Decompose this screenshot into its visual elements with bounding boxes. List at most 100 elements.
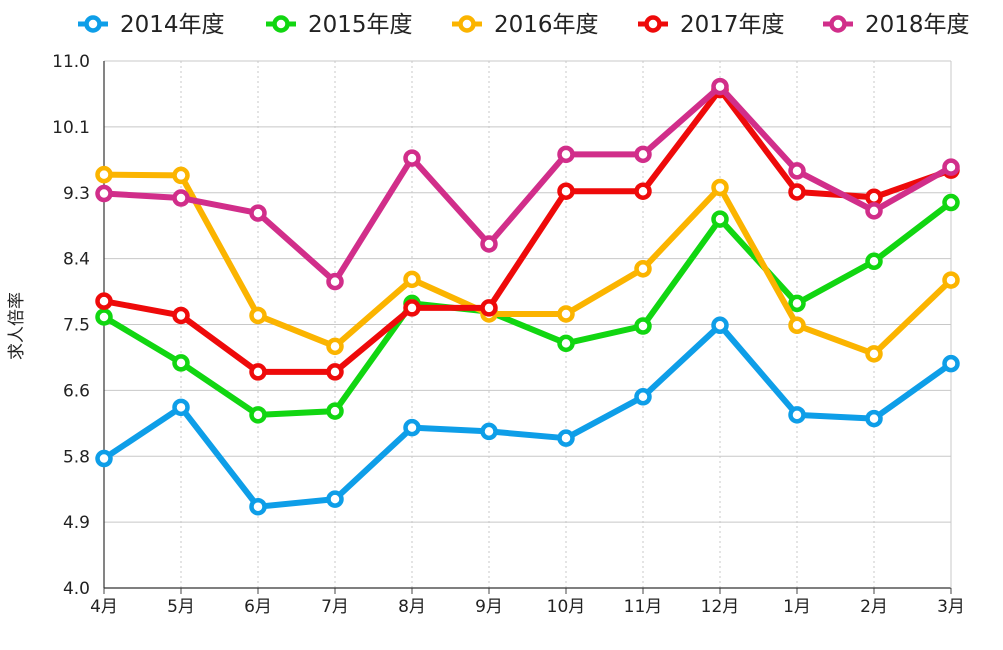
x-tick-label: 12月 <box>701 597 740 617</box>
data-point <box>557 182 575 200</box>
data-point <box>788 183 806 201</box>
legend: 2014年度 2015年度 2016年度 2017年度 2018年度 <box>78 12 970 38</box>
x-tick-label: 11月 <box>624 597 663 617</box>
data-point <box>249 497 267 516</box>
data-point <box>326 337 344 356</box>
series-line <box>101 83 954 285</box>
y-tick-label: 10.1 <box>52 118 90 138</box>
data-point <box>326 363 344 381</box>
y-tick-label: 9.3 <box>63 184 90 204</box>
data-point <box>634 388 652 406</box>
data-point <box>788 406 806 424</box>
legend-label: 2014年度 <box>120 12 225 38</box>
data-point <box>788 162 806 180</box>
legend-swatch-marker <box>829 15 847 33</box>
data-point <box>95 165 113 184</box>
series-line <box>101 199 954 418</box>
data-point <box>172 354 190 372</box>
legend-item: 2018年度 <box>823 12 970 38</box>
data-point <box>480 299 498 317</box>
data-point <box>865 188 883 207</box>
data-point <box>403 270 421 289</box>
series-lines <box>95 77 960 516</box>
data-point <box>634 182 652 200</box>
legend-item: 2014年度 <box>78 12 225 38</box>
data-point <box>95 449 113 468</box>
data-point <box>788 294 806 313</box>
y-tick-label: 11.0 <box>52 52 90 72</box>
y-tick-label: 4.9 <box>63 513 90 533</box>
y-tick-label: 4.0 <box>63 579 90 599</box>
data-point <box>557 305 575 323</box>
data-point <box>634 260 652 278</box>
data-point <box>865 409 883 428</box>
data-point <box>249 406 267 424</box>
x-tick-label: 1月 <box>783 597 811 617</box>
data-point <box>942 271 960 289</box>
y-tick-label: 5.8 <box>63 447 90 467</box>
y-tick-label: 7.5 <box>63 316 90 336</box>
data-point <box>403 418 421 437</box>
data-point <box>557 334 575 353</box>
data-point <box>326 272 344 291</box>
data-point <box>711 210 729 228</box>
y-axis-label: 求人倍率 <box>7 292 27 360</box>
data-point <box>172 189 190 207</box>
data-point <box>403 149 421 167</box>
data-point <box>480 422 498 441</box>
y-tick-label: 8.4 <box>63 250 90 270</box>
data-point <box>711 316 729 335</box>
data-point <box>172 306 190 325</box>
y-tick-label: 6.6 <box>63 381 90 401</box>
legend-item: 2016年度 <box>452 12 599 38</box>
series-line <box>101 322 954 510</box>
data-point <box>326 490 344 508</box>
data-point <box>865 202 883 220</box>
data-point <box>865 345 883 363</box>
x-tick-label: 6月 <box>244 597 272 617</box>
tick-labels: 4.0 4.9 5.8 6.6 7.5 8.4 9.3 10.1 11.0 4月 5月 6月 7月 8月 9… <box>52 52 965 617</box>
data-point <box>557 429 575 447</box>
x-tick-label: 8月 <box>398 597 426 617</box>
x-tick-label: 4月 <box>90 597 118 617</box>
legend-swatch-marker <box>272 15 290 33</box>
legend-label: 2018年度 <box>865 12 970 38</box>
data-point <box>865 252 883 271</box>
series-2 <box>95 193 960 424</box>
data-point <box>480 235 498 253</box>
x-tick-label: 5月 <box>167 597 195 617</box>
data-point <box>788 316 806 335</box>
x-tick-label: 9月 <box>475 597 503 617</box>
data-point <box>95 184 113 203</box>
data-point <box>711 178 729 197</box>
data-point <box>711 77 729 96</box>
data-point <box>95 292 113 310</box>
data-point <box>942 193 960 212</box>
legend-swatch-marker <box>84 15 102 33</box>
x-tick-label: 7月 <box>321 597 349 617</box>
data-point <box>172 166 190 185</box>
legend-label: 2017年度 <box>680 12 785 38</box>
legend-item: 2015年度 <box>266 12 413 38</box>
data-point <box>942 354 960 373</box>
legend-swatch-marker <box>644 15 662 33</box>
series-line <box>101 86 954 375</box>
data-point <box>634 145 652 164</box>
data-point <box>95 308 113 326</box>
series-5 <box>95 77 960 291</box>
x-tick-label: 10月 <box>547 597 586 617</box>
legend-swatch-marker <box>458 15 476 33</box>
data-point <box>249 306 267 325</box>
series-1 <box>95 316 960 516</box>
data-point <box>249 363 267 381</box>
data-point <box>403 299 421 317</box>
data-point <box>249 204 267 222</box>
data-point <box>326 402 344 420</box>
x-tick-label: 2月 <box>860 597 888 617</box>
series-line <box>101 171 954 357</box>
legend-label: 2015年度 <box>308 12 413 38</box>
x-tick-label: 3月 <box>937 597 965 617</box>
data-point <box>942 158 960 176</box>
data-point <box>172 398 190 417</box>
